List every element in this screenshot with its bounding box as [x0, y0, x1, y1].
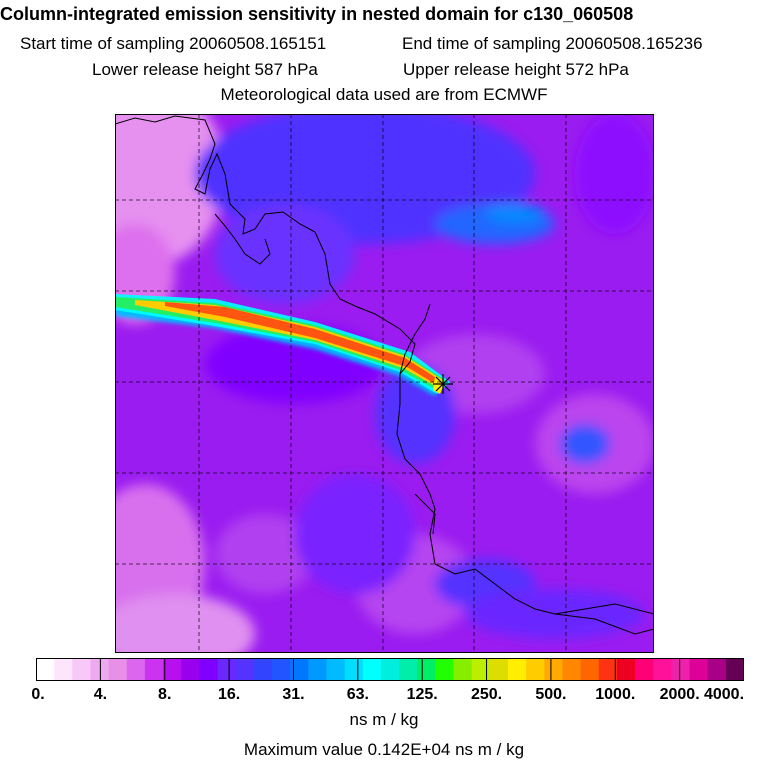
colorbar-tick-label: 8.: [158, 686, 172, 703]
colorbar-segment: [689, 658, 709, 681]
receptor-asterisk-icon: [433, 374, 453, 394]
sensitivity-map: [115, 114, 654, 653]
map-frame: [115, 114, 654, 653]
colorbar-segment: [435, 658, 455, 681]
colorbar-segment: [562, 658, 582, 681]
colorbar-segment: [326, 658, 346, 681]
colorbar-tick-label: 500.: [535, 686, 567, 703]
colorbar-segment: [235, 658, 255, 681]
colorbar-segment: [399, 658, 418, 681]
colorbar-segment: [471, 658, 491, 681]
colorbar-segment: [580, 658, 600, 681]
colorbar-segment: [635, 658, 654, 681]
colorbar-segment: [108, 658, 128, 681]
colorbar-tick-label: 2000.: [659, 686, 700, 703]
colorbar-tick-label: 16.: [217, 686, 241, 703]
colorbar-segment: [272, 658, 291, 681]
colorbar-segment: [489, 658, 509, 681]
colorbar-segment: [344, 658, 364, 681]
colorbar-segment: [163, 658, 182, 681]
colorbar-segment: [453, 658, 473, 681]
colorbar-segment: [725, 658, 744, 681]
upper-release-height-label: Upper release height 572 hPa: [403, 60, 629, 79]
colorbar-segment: [253, 658, 273, 681]
end-time-label: End time of sampling 20060508.165236: [402, 34, 703, 53]
colorbar-segment: [199, 658, 219, 681]
maximum-value-label: Maximum value 0.142E+04 ns m / kg: [243, 740, 525, 759]
colorbar-tick-label: 4.: [93, 686, 108, 703]
lower-release-height-label: Lower release height 587 hPa: [92, 60, 318, 79]
colorbar-segment: [362, 658, 382, 681]
colorbar-tick-label: 31.: [282, 686, 305, 703]
colorbar-frame: [36, 658, 744, 681]
start-time-label: Start time of sampling 20060508.165151: [20, 34, 327, 53]
colorbar-tick-label: 125.: [406, 686, 438, 703]
colorbar-segment: [508, 658, 527, 681]
colorbar-segment: [72, 658, 91, 681]
plot-title: Column-integrated emission sensitivity i…: [0, 4, 634, 24]
colorbar-segment: [544, 658, 563, 681]
colorbar-segment: [653, 658, 672, 681]
colorbar-segment: [54, 658, 73, 681]
colorbar-segment: [308, 658, 327, 681]
colorbar-segment: [290, 658, 309, 681]
colorbar-segment: [616, 658, 636, 681]
colorbar-tick-label: 4000.: [703, 686, 745, 703]
colorbar-segment: [126, 658, 146, 681]
colorbar-tick-label: 0.: [31, 686, 45, 703]
colorbar: [36, 658, 744, 681]
colorbar-tick-label: 250.: [470, 686, 503, 703]
colorbar-segment: [707, 658, 727, 681]
colorbar-segment: [181, 658, 200, 681]
colorbar-segment: [598, 658, 618, 681]
colorbar-segment: [36, 658, 55, 681]
colorbar-tick-label: 63.: [346, 686, 369, 703]
colorbar-segment: [144, 658, 164, 681]
colorbar-segment: [417, 658, 436, 681]
colorbar-segment: [671, 658, 691, 681]
colorbar-tick-label: 1000.: [595, 686, 636, 703]
colorbar-segment: [217, 658, 237, 681]
colorbar-segment: [380, 658, 400, 681]
lat-lon-grid: [115, 114, 654, 653]
colorbar-segment: [526, 658, 545, 681]
units-label: ns m / kg: [349, 710, 419, 729]
meteorological-data-label: Meteorological data used are from ECMWF: [220, 85, 548, 104]
colorbar-segment: [90, 658, 110, 681]
coastlines: [115, 115, 654, 653]
